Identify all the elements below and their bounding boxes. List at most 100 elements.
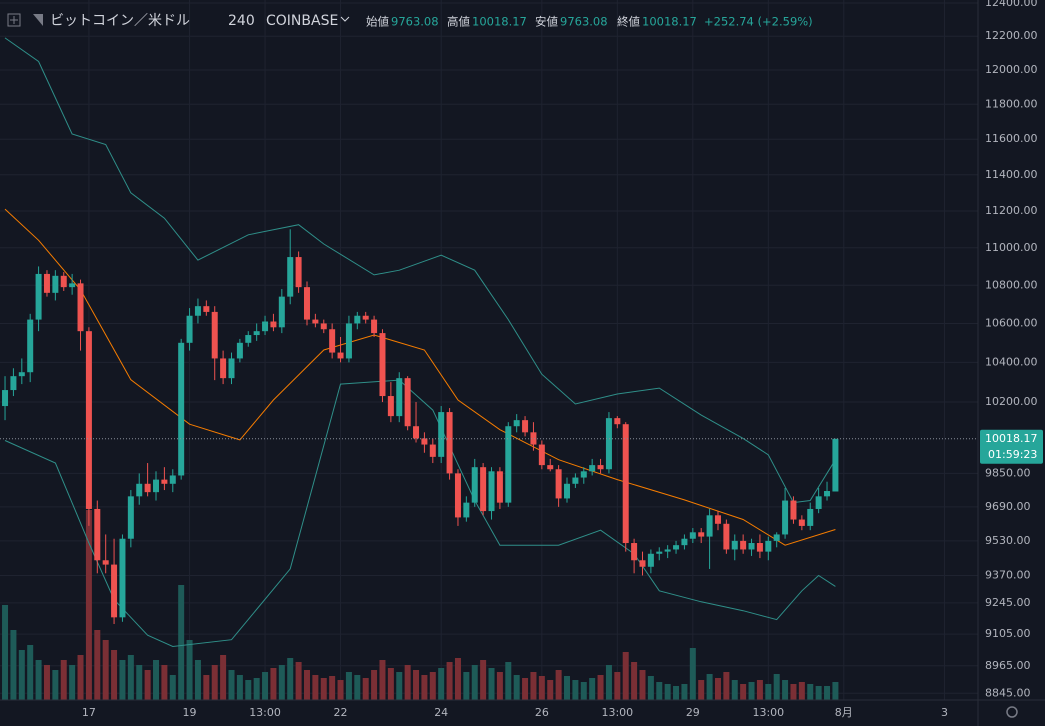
volume-bar: [421, 675, 428, 700]
volume-bar: [580, 682, 587, 700]
candle-body: [756, 543, 763, 552]
volume-bar: [673, 686, 680, 700]
y-tick-label: 9530.00: [985, 534, 1031, 547]
candle-body: [161, 479, 168, 484]
candle-body: [681, 538, 688, 546]
volume-bar: [203, 675, 210, 700]
volume-bar: [689, 648, 696, 700]
candle-body: [580, 471, 587, 478]
x-tick-label: 3: [941, 706, 948, 719]
y-tick-label: 8965.00: [985, 659, 1031, 672]
y-tick-label: 10800.00: [985, 278, 1038, 291]
volume-bar: [555, 670, 562, 700]
volume-bar: [136, 665, 143, 700]
volume-bar: [35, 660, 42, 700]
candle-body: [589, 465, 596, 472]
close-value: 10018.17: [642, 15, 697, 29]
toggle-icon[interactable]: [33, 14, 43, 26]
candle-body: [329, 329, 336, 353]
settings-icon[interactable]: [1006, 706, 1018, 718]
volume-bar: [824, 686, 831, 700]
candle-body: [815, 496, 822, 509]
volume-bar: [161, 665, 168, 700]
y-tick-label: 9370.00: [985, 568, 1031, 581]
dropdown-icon[interactable]: [340, 16, 350, 22]
candle-body: [807, 508, 814, 526]
candle-body: [513, 420, 520, 427]
candle-body: [94, 508, 101, 561]
volume-bar: [538, 676, 545, 700]
volume-bar: [253, 678, 260, 700]
volume-bar: [245, 680, 252, 700]
volume-bar: [69, 665, 76, 700]
symbol: ビットコイン／米ドル: [50, 13, 190, 29]
y-tick-label: 12000.00: [985, 63, 1038, 76]
candle-body: [572, 477, 579, 484]
volume-bar: [371, 670, 378, 700]
candle-body: [278, 296, 285, 328]
candle-body: [505, 426, 512, 503]
x-tick-label: 17: [82, 706, 96, 719]
candle-body: [211, 311, 218, 359]
candle-body: [228, 358, 235, 379]
candle-body: [597, 465, 604, 470]
candle-body: [253, 331, 260, 336]
volume-bar: [362, 678, 369, 700]
indicator-line: [4, 37, 836, 504]
volume-bar: [111, 650, 118, 700]
candle-body: [345, 323, 352, 359]
interval: 240: [228, 13, 255, 29]
volume-bar: [429, 672, 436, 700]
candle-body: [438, 412, 445, 457]
volume-bar: [496, 672, 503, 700]
countdown-label: 01:59:23: [988, 448, 1037, 461]
volume-bar: [18, 650, 25, 700]
price-tag: [980, 429, 1043, 464]
candle-body: [656, 551, 663, 554]
volume-bar: [454, 658, 461, 700]
volume-bar: [832, 682, 839, 700]
volume-bar: [345, 672, 352, 700]
candle-body: [740, 540, 747, 550]
volume-bar: [488, 668, 495, 700]
volume-bar: [387, 668, 394, 700]
volume-bar: [564, 676, 571, 700]
candle-body: [421, 438, 428, 445]
candle-body: [220, 358, 227, 379]
candle-body: [303, 287, 310, 320]
volume-bar: [522, 678, 529, 700]
candle-body: [136, 483, 143, 497]
candle-body: [530, 432, 537, 445]
volume-bar: [278, 665, 285, 700]
plot: [0, 37, 978, 700]
volume-bar: [194, 660, 201, 700]
expand-icon[interactable]: [7, 13, 21, 27]
volume-bar: [329, 676, 336, 700]
candle-body: [832, 438, 839, 492]
volume-bar: [656, 682, 663, 700]
volume-bar: [605, 665, 612, 700]
candle-body: [547, 465, 554, 470]
volume-bar: [639, 670, 646, 700]
candle-body: [538, 444, 545, 466]
candle-body: [35, 273, 42, 320]
volume-bar: [85, 510, 92, 700]
candle-body: [689, 532, 696, 539]
exchange: COINBASE: [266, 13, 338, 29]
volume-bar: [262, 672, 269, 700]
close-label: 終値: [617, 15, 640, 29]
x-tick-label: 13:00: [249, 706, 281, 719]
volume-bar: [379, 660, 386, 700]
volume-bar: [2, 605, 9, 700]
candle-body: [429, 444, 436, 457]
candle-body: [496, 471, 503, 503]
volume-bar: [463, 672, 470, 700]
high-value: 10018.17: [472, 15, 527, 29]
volume-bar: [102, 640, 109, 700]
candle-body: [413, 426, 420, 439]
volume-bar: [547, 680, 554, 700]
candle-body: [371, 319, 378, 334]
volume-bar: [748, 682, 755, 700]
volume-bar: [446, 662, 453, 700]
